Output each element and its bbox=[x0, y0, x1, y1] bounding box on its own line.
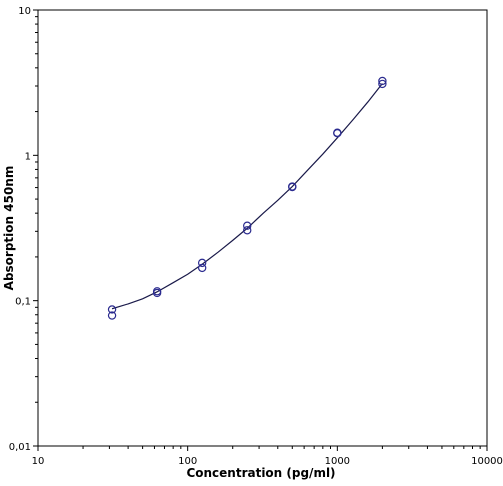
data-point bbox=[197, 258, 207, 268]
fit-curve-layer bbox=[111, 83, 383, 310]
data-point bbox=[243, 221, 252, 230]
x-axis-ticks: 10 100 1000 10000 bbox=[32, 446, 503, 467]
data-point bbox=[197, 263, 207, 273]
x-axis-title: Concentration (pg/ml) bbox=[186, 466, 335, 480]
data-point bbox=[107, 305, 117, 314]
x-tick-label: 10 bbox=[32, 456, 45, 467]
y-tick-label: 1 bbox=[25, 151, 31, 162]
x-tick-label: 1000 bbox=[325, 456, 350, 467]
plot-border bbox=[37, 9, 488, 447]
y-tick-label: 0,01 bbox=[9, 442, 31, 453]
plot-frame bbox=[37, 9, 488, 447]
data-point bbox=[107, 311, 117, 320]
x-tick-label: 100 bbox=[178, 456, 197, 467]
data-points-layer bbox=[107, 76, 387, 320]
y-tick-label: 0,1 bbox=[15, 297, 31, 308]
fit-curve bbox=[111, 83, 383, 310]
y-axis-ticks: 0,01 0,1 1 10 bbox=[9, 6, 38, 453]
x-tick-label: 10000 bbox=[471, 456, 503, 467]
data-point bbox=[243, 226, 252, 235]
data-point bbox=[378, 79, 387, 89]
data-point bbox=[333, 129, 342, 138]
y-tick-label: 10 bbox=[18, 6, 31, 17]
data-point bbox=[378, 76, 387, 86]
data-point bbox=[288, 182, 297, 192]
data-point bbox=[152, 288, 162, 298]
y-axis-title: Absorption 450nm bbox=[2, 166, 16, 291]
